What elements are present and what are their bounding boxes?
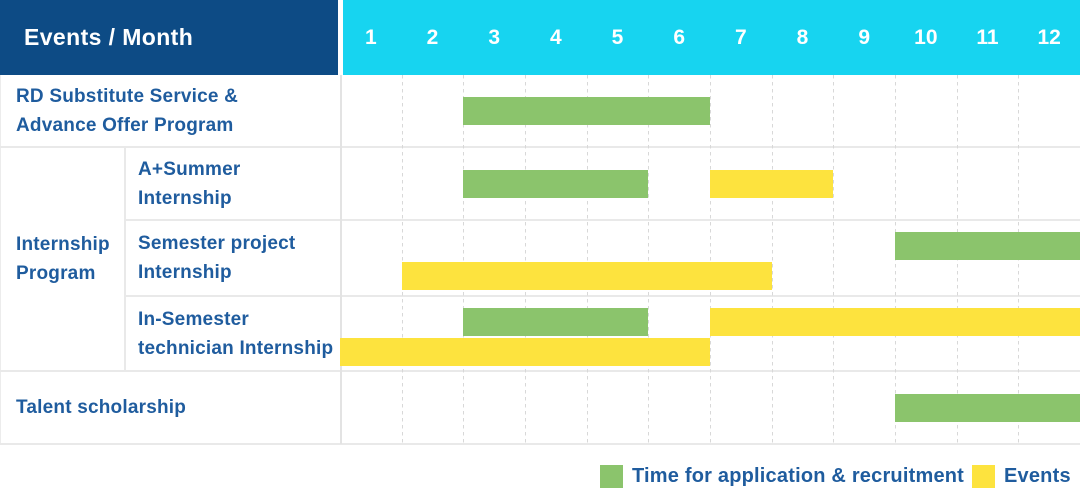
month-gridline — [833, 75, 835, 444]
month-header-2: 2 — [426, 25, 439, 49]
month-header-4: 4 — [549, 25, 562, 49]
month-header-3: 3 — [488, 25, 500, 49]
month-gridline — [710, 75, 711, 444]
group-label-internship-program: Internship Program — [16, 234, 110, 284]
month-header-8: 8 — [796, 25, 809, 49]
row-label-in-semester-technician-internship: In-Semester technician Internship — [138, 308, 334, 359]
group-sublabel-divider — [124, 147, 126, 371]
month-header-10: 10 — [914, 25, 938, 49]
gantt-bar-green — [895, 393, 1080, 422]
month-gridline — [648, 75, 650, 444]
table-left-border — [0, 75, 1, 444]
month-header-background — [343, 0, 1080, 75]
month-header-9: 9 — [858, 25, 870, 49]
month-header-1: 1 — [364, 25, 377, 49]
gantt-bar-yellow — [340, 338, 710, 366]
header-events-month-cell: Events / Month — [0, 0, 338, 75]
row-divider — [0, 370, 1080, 372]
header-title: Events / Month — [24, 24, 194, 50]
month-gridline — [401, 75, 403, 444]
legend-label-events: Events — [1004, 464, 1071, 487]
row-label-talent-scholarship: Talent scholarship — [16, 397, 187, 418]
gantt-bar-yellow — [710, 308, 1080, 336]
row-label-rd-substitute-service: RD Substitute Service & Advance Offer Pr… — [16, 86, 239, 136]
gantt-bar-yellow — [710, 169, 834, 198]
table-bottom-border — [0, 443, 1080, 445]
row-divider — [0, 146, 1080, 148]
month-header-12: 12 — [1037, 25, 1061, 49]
month-gridline — [463, 75, 465, 444]
row-divider — [124, 219, 1080, 221]
gantt-bar-green — [463, 308, 649, 336]
row-divider — [124, 295, 1080, 297]
label-grid-divider — [340, 75, 342, 444]
gantt-bar-green — [463, 97, 710, 125]
month-header-7: 7 — [734, 25, 747, 49]
month-header-6: 6 — [673, 25, 685, 49]
gantt-bar-green — [463, 169, 649, 198]
month-gridline — [771, 75, 773, 444]
legend-swatch-yellow — [972, 464, 995, 488]
legend-item-application-recruitment: Time for application & recruitment — [600, 463, 964, 489]
month-header-row: 1 2 3 4 5 6 7 8 9 10 11 12 — [340, 0, 1080, 75]
legend-item-events: Events — [972, 463, 1071, 489]
gantt-bar-green — [895, 232, 1080, 260]
row-label-a-plus-summer-internship: A+Summer Internship — [138, 158, 241, 209]
row-label-semester-project-internship: Semester project Internship — [138, 233, 296, 283]
month-gridline — [525, 75, 526, 444]
gantt-bar-yellow — [401, 262, 772, 290]
legend-swatch-green — [600, 464, 623, 488]
month-gridline — [586, 75, 588, 444]
legend-label-application-recruitment: Time for application & recruitment — [632, 464, 965, 487]
month-header-5: 5 — [611, 25, 624, 49]
month-header-11: 11 — [976, 25, 999, 49]
